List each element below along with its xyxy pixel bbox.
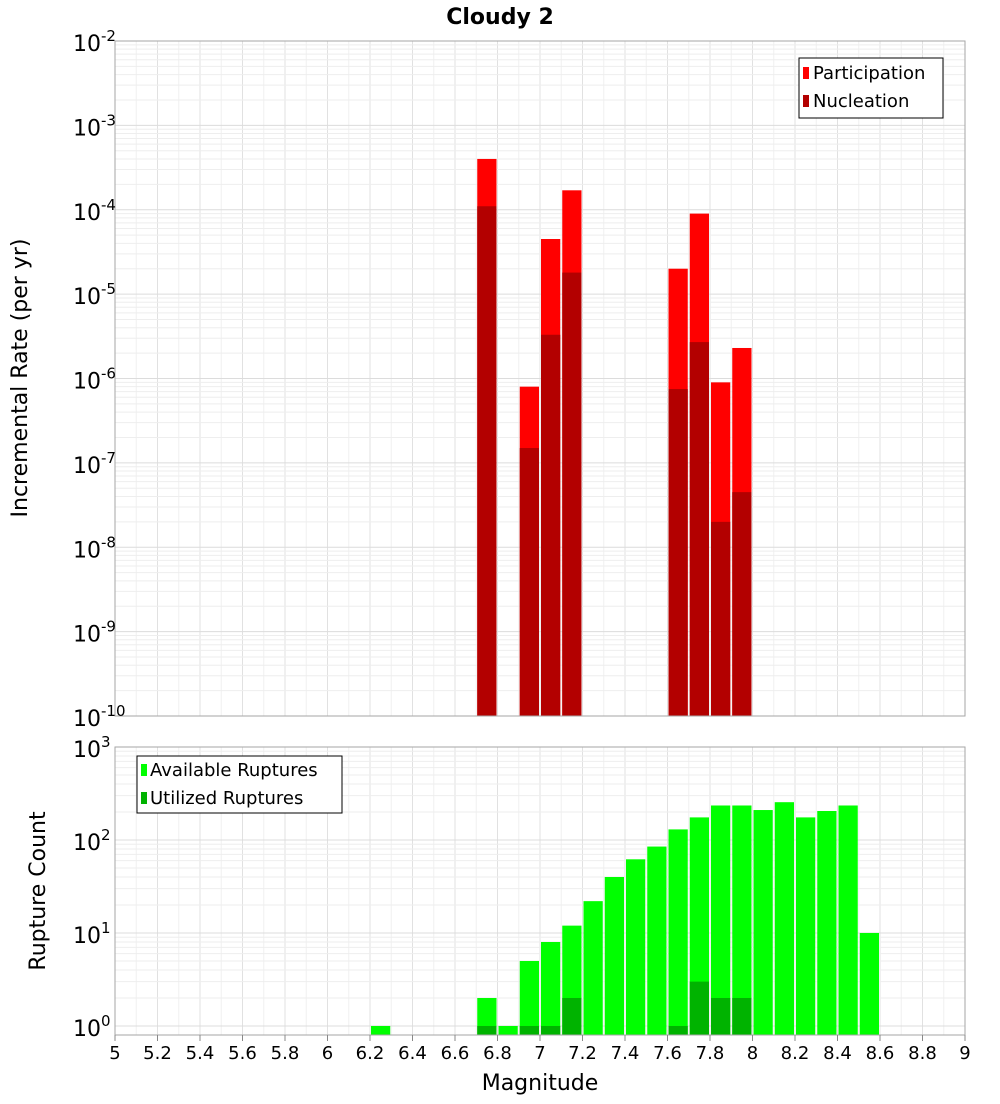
- nucleation-bar: [711, 521, 731, 716]
- available-ruptures-bar: [477, 997, 497, 1035]
- available-ruptures-bar: [647, 846, 667, 1035]
- rate-legend-label: Nucleation: [813, 91, 909, 112]
- x-tick-label: 6.6: [441, 1043, 470, 1064]
- x-tick-label: 6: [322, 1043, 333, 1064]
- available-ruptures-bar: [541, 942, 561, 1035]
- nucleation-bar: [541, 334, 561, 716]
- rate-grid: [114, 41, 966, 717]
- available-ruptures-bar: [371, 1025, 391, 1035]
- count-y-tick-label: 103: [73, 733, 111, 763]
- x-tick-label: 8.4: [823, 1043, 852, 1064]
- count-y-tick-label: 102: [73, 826, 111, 856]
- nucleation-bar: [477, 206, 497, 716]
- utilized-ruptures-bar: [562, 997, 582, 1035]
- nucleation-bar: [689, 342, 709, 716]
- rate-y-tick-label: 10-2: [73, 27, 116, 57]
- x-tick-label: 9: [959, 1043, 970, 1064]
- x-tick-label: 7.2: [568, 1043, 597, 1064]
- x-tick-label: 8.6: [866, 1043, 895, 1064]
- count-y-tick-label: 101: [73, 919, 111, 949]
- x-tick-label: 6.2: [356, 1043, 385, 1064]
- utilized-ruptures-bar: [519, 1025, 539, 1035]
- available-ruptures-bar: [732, 805, 752, 1035]
- utilized-ruptures-bar: [711, 997, 731, 1035]
- utilized-ruptures-bar: [541, 1025, 561, 1035]
- count-panel: 103 102 101 100 5 5.2 5.4 5.6 5.8 6 6.2 6.4 6.6 6.8 7…: [26, 733, 971, 1096]
- rate-y-tick-label: 10-5: [73, 280, 116, 310]
- count-legend-box: [136, 755, 343, 814]
- nucleation-bar: [732, 492, 752, 716]
- rate-legend-swatch: [803, 95, 809, 107]
- rate-y-axis-label: Incremental Rate (per yr): [8, 239, 33, 518]
- x-tick-label: 5.6: [228, 1043, 257, 1064]
- rate-y-tick-label: 10-3: [73, 111, 116, 141]
- count-bars: [371, 802, 879, 1035]
- available-ruptures-bar: [838, 805, 858, 1035]
- utilized-ruptures-bar: [668, 1025, 688, 1035]
- count-y-tick-label: 100: [73, 1012, 111, 1042]
- available-ruptures-bar: [859, 932, 879, 1035]
- utilized-ruptures-bar: [477, 1025, 497, 1035]
- rate-y-tick-label: 10-9: [73, 618, 116, 648]
- x-tick-label: 5.4: [186, 1043, 215, 1064]
- x-tick-label: 5.2: [143, 1043, 172, 1064]
- utilized-ruptures-bar: [732, 997, 752, 1035]
- available-ruptures-bar: [753, 810, 773, 1035]
- x-tick-label: 5: [109, 1043, 120, 1064]
- rate-legend-box: [798, 57, 944, 119]
- available-ruptures-bar: [519, 960, 539, 1035]
- available-ruptures-bar: [817, 811, 837, 1035]
- x-tick-label: 5.8: [271, 1043, 300, 1064]
- rate-y-tick-label: 10-6: [73, 365, 116, 395]
- count-legend-label: Available Ruptures: [150, 760, 318, 781]
- count-y-ticks: 103 102 101 100: [73, 733, 111, 1042]
- x-tick-label: 8.2: [781, 1043, 810, 1064]
- x-tick-label: 8: [747, 1043, 758, 1064]
- chart-title: Cloudy 2: [446, 5, 554, 30]
- available-ruptures-bar: [711, 805, 731, 1035]
- rate-legend-swatch: [803, 67, 809, 79]
- x-tick-label: 7: [534, 1043, 545, 1064]
- rate-panel: 10-2 10-3 10-4 10-5 10-6 10-7 10-8 10-9 10-10 In…: [8, 27, 966, 732]
- nucleation-bar: [519, 448, 539, 716]
- x-tick-label: 6.4: [398, 1043, 427, 1064]
- rate-legend-label: Participation: [813, 63, 925, 84]
- rate-legend: Participation Nucleation: [798, 57, 944, 119]
- rate-bars: [477, 158, 752, 717]
- rate-plot-frame: [114, 40, 966, 717]
- count-legend-swatch: [141, 764, 147, 776]
- rate-y-tick-label: 10-7: [73, 449, 116, 479]
- nucleation-bar: [668, 389, 688, 716]
- nucleation-bar: [562, 272, 582, 716]
- x-tick-label: 8.8: [908, 1043, 937, 1064]
- available-ruptures-bar: [668, 829, 688, 1035]
- available-ruptures-bar: [604, 877, 624, 1035]
- available-ruptures-bar: [689, 817, 709, 1035]
- x-tick-label: 7.8: [696, 1043, 725, 1064]
- rate-y-tick-label: 10-4: [73, 196, 116, 226]
- count-x-ticks: 5 5.2 5.4 5.6 5.8 6 6.2 6.4 6.6 6.8 7 7.2 7.4 7.6 7.8 8…: [109, 1035, 971, 1064]
- count-legend-label: Utilized Ruptures: [150, 788, 303, 809]
- rate-y-tick-label: 10-8: [73, 533, 116, 563]
- x-tick-label: 7.4: [611, 1043, 640, 1064]
- available-ruptures-bar: [774, 802, 794, 1035]
- count-y-axis-label: Rupture Count: [26, 811, 51, 971]
- available-ruptures-bar: [583, 901, 603, 1035]
- utilized-ruptures-bar: [689, 981, 709, 1035]
- available-ruptures-bar: [626, 859, 646, 1035]
- rate-y-ticks: 10-2 10-3 10-4 10-5 10-6 10-7 10-8 10-9 10-10: [73, 27, 126, 732]
- x-tick-label: 6.8: [483, 1043, 512, 1064]
- available-ruptures-bar: [498, 1025, 518, 1035]
- count-legend-swatch: [141, 792, 147, 804]
- count-legend: Available Ruptures Utilized Ruptures: [136, 755, 343, 814]
- x-tick-label: 7.6: [653, 1043, 682, 1064]
- rate-y-tick-label: 10-10: [73, 702, 126, 732]
- x-axis-label: Magnitude: [482, 1071, 599, 1096]
- available-ruptures-bar: [796, 817, 816, 1035]
